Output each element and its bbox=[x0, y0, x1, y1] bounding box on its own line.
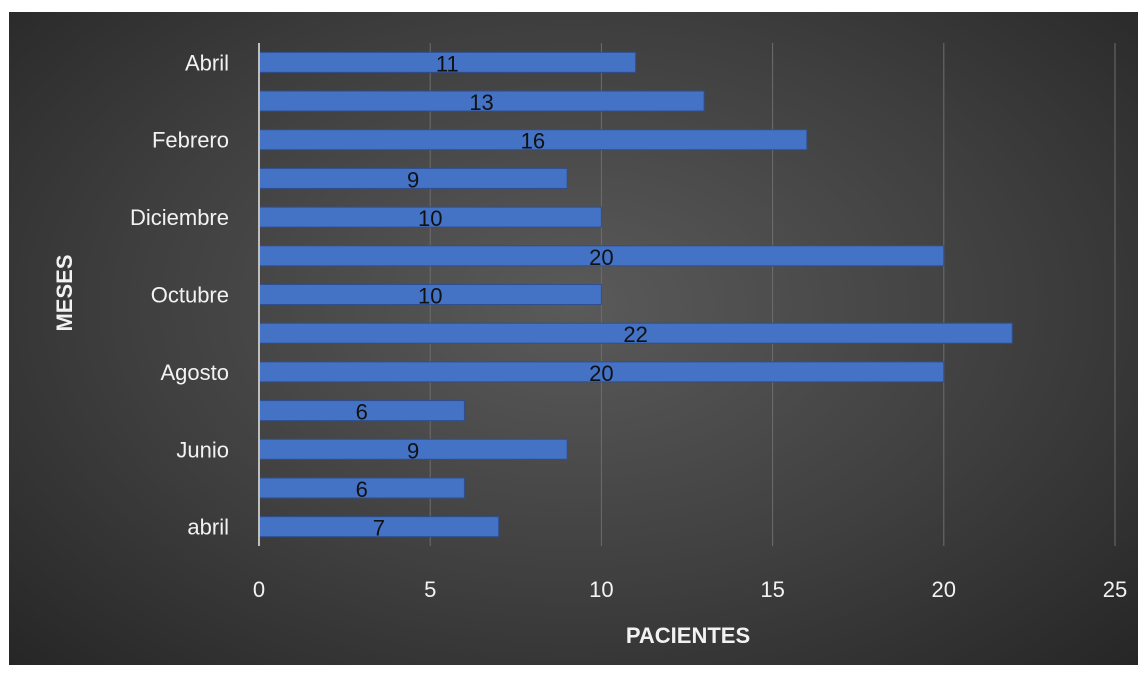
x-tick-label: 20 bbox=[932, 577, 956, 602]
x-tick-labels: 0 5 10 15 20 25 bbox=[253, 577, 1127, 602]
x-tick-label: 15 bbox=[760, 577, 784, 602]
y-tick-label: Agosto bbox=[161, 360, 230, 385]
data-label: 10 bbox=[418, 284, 442, 309]
y-tick-label: Abril bbox=[185, 50, 229, 75]
data-label: 20 bbox=[589, 361, 613, 386]
data-label: 13 bbox=[469, 90, 493, 115]
x-tick-label: 25 bbox=[1103, 577, 1127, 602]
y-tick-label: Diciembre bbox=[130, 205, 229, 230]
y-tick-label: abril bbox=[187, 515, 229, 540]
y-tick-label: Junio bbox=[176, 437, 229, 462]
data-label: 6 bbox=[356, 477, 368, 502]
y-tick-label: Octubre bbox=[151, 283, 229, 308]
data-label: 22 bbox=[623, 322, 647, 347]
data-label: 16 bbox=[521, 129, 545, 154]
x-tick-label: 5 bbox=[424, 577, 436, 602]
x-tick-label: 10 bbox=[589, 577, 613, 602]
data-label: 7 bbox=[373, 516, 385, 541]
data-label: 10 bbox=[418, 206, 442, 231]
bars bbox=[258, 51, 1013, 538]
x-tick-label: 0 bbox=[253, 577, 265, 602]
data-label: 20 bbox=[589, 245, 613, 270]
y-tick-label: Febrero bbox=[152, 128, 229, 153]
x-axis-title: PACIENTES bbox=[626, 623, 750, 648]
data-label: 6 bbox=[356, 400, 368, 425]
y-tick-labels: abril Junio Agosto Octubre Diciembre Febrero A… bbox=[130, 50, 229, 539]
y-axis-title: MESES bbox=[52, 254, 77, 331]
data-label: 9 bbox=[407, 438, 419, 463]
data-label: 11 bbox=[436, 51, 459, 76]
data-label: 9 bbox=[407, 167, 419, 192]
